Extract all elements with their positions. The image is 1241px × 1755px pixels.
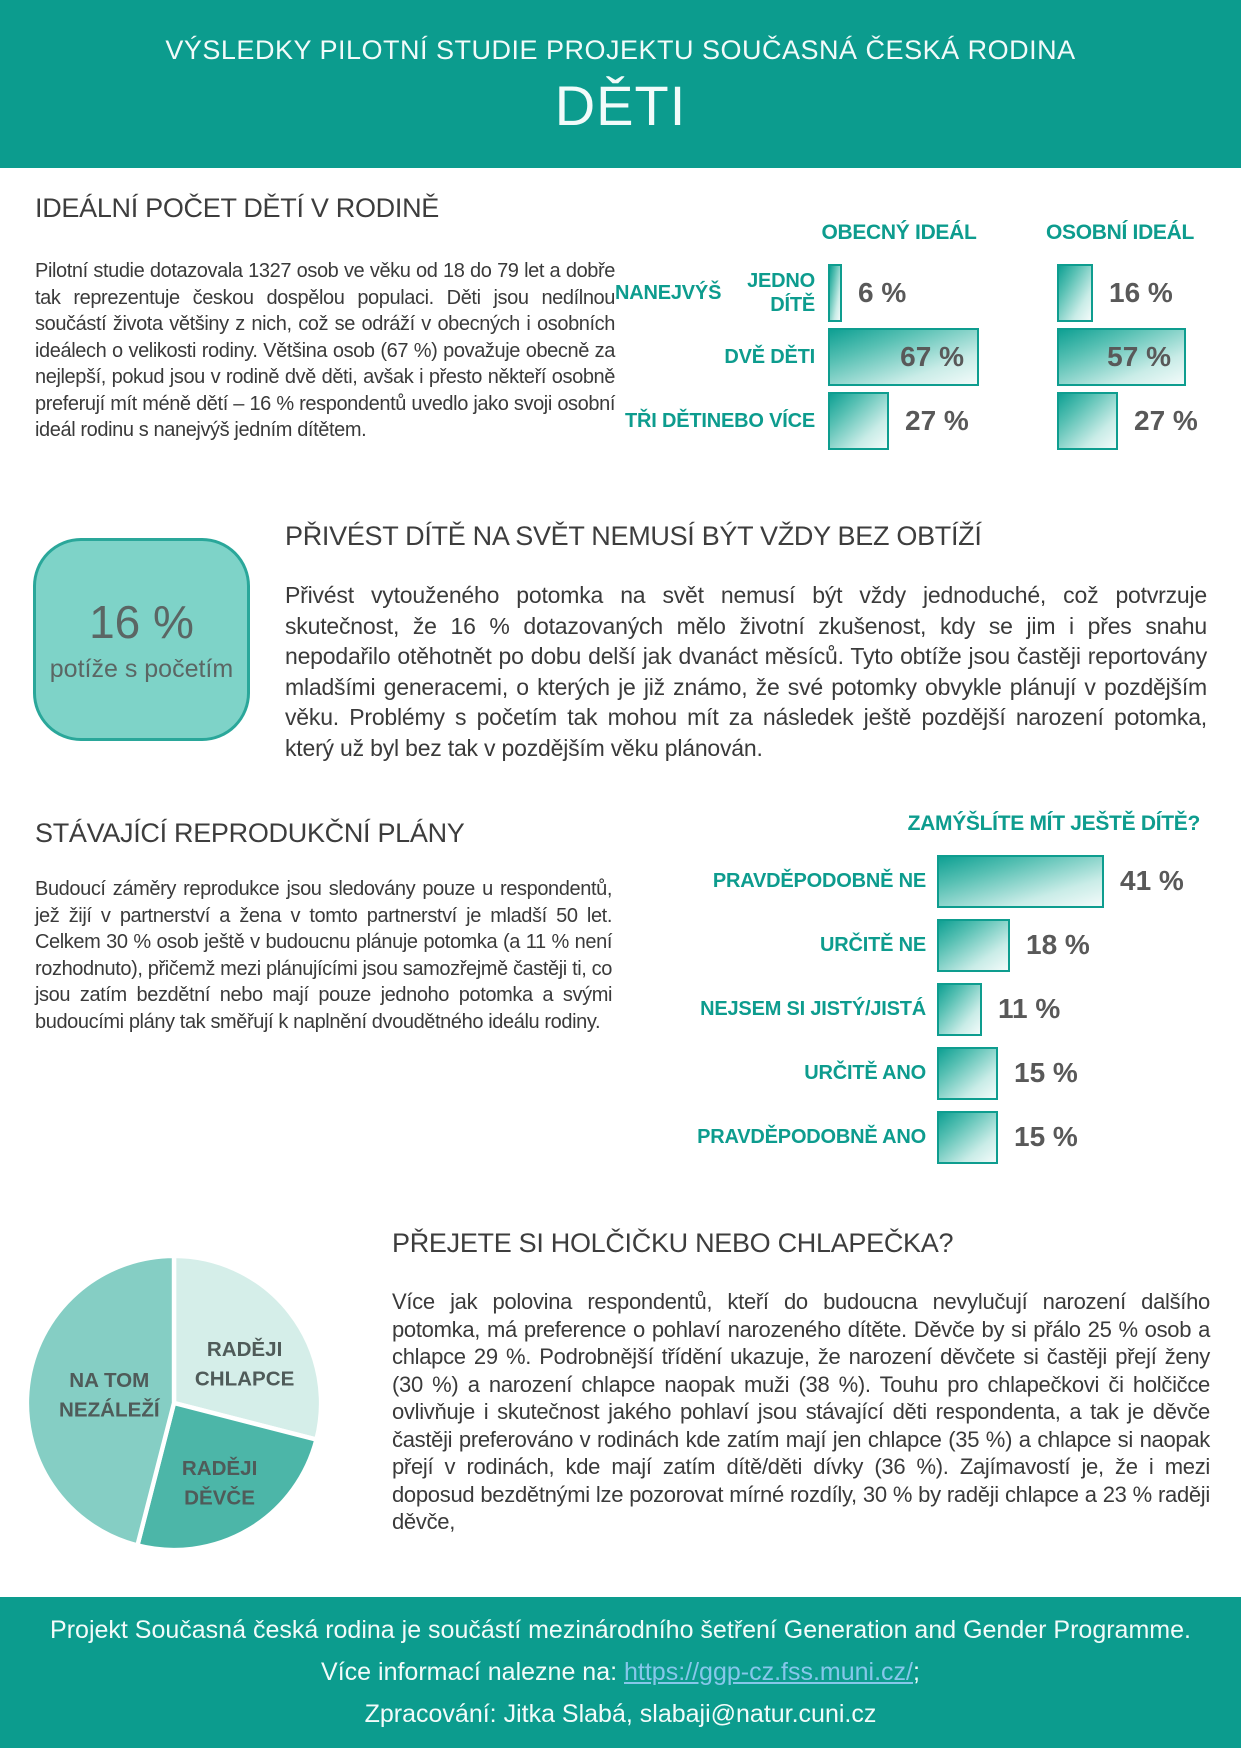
page-title: DĚTI — [554, 73, 687, 137]
bar-row: 67 % — [828, 325, 979, 389]
section-pohlavi-heading: PŘEJETE SI HOLČIČKU NEBO CHLAPEČKA? — [392, 1228, 954, 1258]
category-label: PRAVDĚPODOBNĚ ANO — [697, 1126, 926, 1148]
gender-preference-pie-chart: RADĚJI CHLAPCE RADĚJI DĚVČE NA TOM NEZÁLEŽÍ — [24, 1253, 324, 1553]
section-plany-paragraph: Budoucí záměry reprodukce jsou sledovány… — [35, 878, 612, 1033]
chart-zamyslite-category-labels: PRAVDĚPODOBNĚ NE URČITĚ NE NEJSEM SI JISTÝ… — [600, 849, 926, 1169]
section-obtize-paragraph: Přivést vytouženého potomka na svět nemu… — [285, 582, 1207, 761]
bar-row: 15 % — [937, 1105, 1184, 1169]
bar-row: 27 % — [1057, 389, 1198, 453]
bar — [1057, 264, 1093, 322]
footer-info-suffix: ; — [913, 1658, 920, 1686]
bar-row: 57 % — [1057, 325, 1198, 389]
chart-osobni-bars: 16 % 57 % 27 % — [1057, 261, 1198, 453]
value-label: 15 % — [1014, 1121, 1078, 1152]
header-supertitle: VÝSLEDKY PILOTNÍ STUDIE PROJEKTU SOUČASN… — [165, 34, 1076, 65]
bar-row: 18 % — [937, 913, 1184, 977]
value-label: 41 % — [1120, 865, 1184, 896]
bar — [937, 1110, 998, 1164]
ideal-charts-category-labels: NANEJVÝŠ JEDNO DÍTĚ DVĚ DĚTI TŘI DĚTI NEBO V… — [615, 261, 815, 453]
chart-zamyslite-title: ZAMÝŠLÍTE MÍT JEŠTĚ DÍTĚ? — [907, 812, 1201, 835]
bar — [937, 918, 1010, 972]
category-label: NANEJVÝŠ JEDNO DÍTĚ — [615, 270, 815, 316]
chart-obecny-title: OBECNÝ IDEÁL — [821, 221, 977, 244]
footer-info-prefix: Více informací nalezne na: — [321, 1658, 624, 1686]
value-label: 15 % — [1014, 1057, 1078, 1088]
bar-row: 15 % — [937, 1041, 1184, 1105]
bar — [937, 1046, 998, 1100]
section-obtize-heading: PŘIVÉST DÍTĚ NA SVĚT NEMUSÍ BÝT VŽDY BEZ… — [285, 521, 982, 551]
value-label: 57 % — [1107, 341, 1171, 372]
section-plany-heading: STÁVAJÍCÍ REPRODUKČNÍ PLÁNY — [35, 818, 465, 848]
pie-slice-label: RADĚJI — [182, 1456, 257, 1480]
footer-project-line: Projekt Současná česká rodina je součást… — [50, 1616, 1191, 1644]
value-label: 27 % — [1134, 405, 1198, 436]
section-pohlavi-paragraph: Více jak polovina respondentů, kteří do … — [392, 1289, 1210, 1534]
badge-label: potíže s početím — [49, 655, 234, 683]
category-label: DVĚ DĚTI — [724, 346, 815, 368]
pie-slice — [135, 1400, 319, 1553]
section-ideal-paragraph: Pilotní studie dotazovala 1327 osob ve v… — [35, 260, 615, 441]
bar-row: 6 % — [828, 261, 979, 325]
conception-difficulty-badge: 16 % potíže s početím — [33, 538, 250, 741]
pie-slice — [24, 1253, 177, 1548]
bar-row: 16 % — [1057, 261, 1198, 325]
section-ideal-heading: IDEÁLNÍ POČET DĚTÍ V RODINĚ — [35, 193, 439, 223]
category-label: NEJSEM SI JISTÝ/JISTÁ — [700, 998, 926, 1020]
bar-row: 27 % — [828, 389, 979, 453]
pie-slice-label: RADĚJI — [207, 1337, 282, 1361]
bar: 67 % — [828, 328, 979, 386]
chart-zamyslite-bars: 41 % 18 % 11 % 15 % 15 % — [937, 849, 1184, 1169]
pie-slice-label: NA TOM — [69, 1369, 149, 1392]
footer-info-line: Více informací nalezne na: https://ggp-c… — [321, 1658, 920, 1687]
pie-slice — [171, 1253, 324, 1442]
chart-osobni-title: OSOBNÍ IDEÁL — [1045, 221, 1195, 244]
value-label: 11 % — [998, 993, 1061, 1024]
chart-obecny-bars: 6 % 67 % 27 % — [828, 261, 979, 453]
pie-slice-label: DĚVČE — [184, 1485, 255, 1509]
bar — [828, 392, 889, 450]
category-label: URČITĚ ANO — [804, 1062, 926, 1084]
value-label: 27 % — [905, 405, 969, 436]
bar — [937, 854, 1104, 908]
footer-author-line: Zpracování: Jitka Slabá, slabaji@natur.c… — [364, 1700, 877, 1728]
footer-link[interactable]: https://ggp-cz.fss.muni.cz/ — [624, 1658, 913, 1686]
bar — [937, 982, 982, 1036]
value-label: 6 % — [858, 277, 907, 308]
value-label: 18 % — [1026, 929, 1090, 960]
bar: 57 % — [1057, 328, 1186, 386]
pie-slice-label: CHLAPCE — [195, 1367, 294, 1390]
value-label: 16 % — [1109, 277, 1173, 308]
header-banner: VÝSLEDKY PILOTNÍ STUDIE PROJEKTU SOUČASN… — [0, 0, 1241, 168]
category-label: URČITĚ NE — [820, 934, 926, 956]
badge-value: 16 % — [89, 596, 194, 648]
footer-banner: Projekt Současná česká rodina je součást… — [0, 1597, 1241, 1748]
bar-row: 11 % — [937, 977, 1184, 1041]
bar — [828, 264, 842, 322]
category-label: PRAVDĚPODOBNĚ NE — [712, 870, 926, 892]
bar — [1057, 392, 1118, 450]
bar-row: 41 % — [937, 849, 1184, 913]
pie-slice-label: NEZÁLEŽÍ — [59, 1397, 161, 1421]
value-label: 67 % — [900, 341, 964, 372]
category-label: TŘI DĚTI NEBO VÍCE — [625, 410, 815, 432]
